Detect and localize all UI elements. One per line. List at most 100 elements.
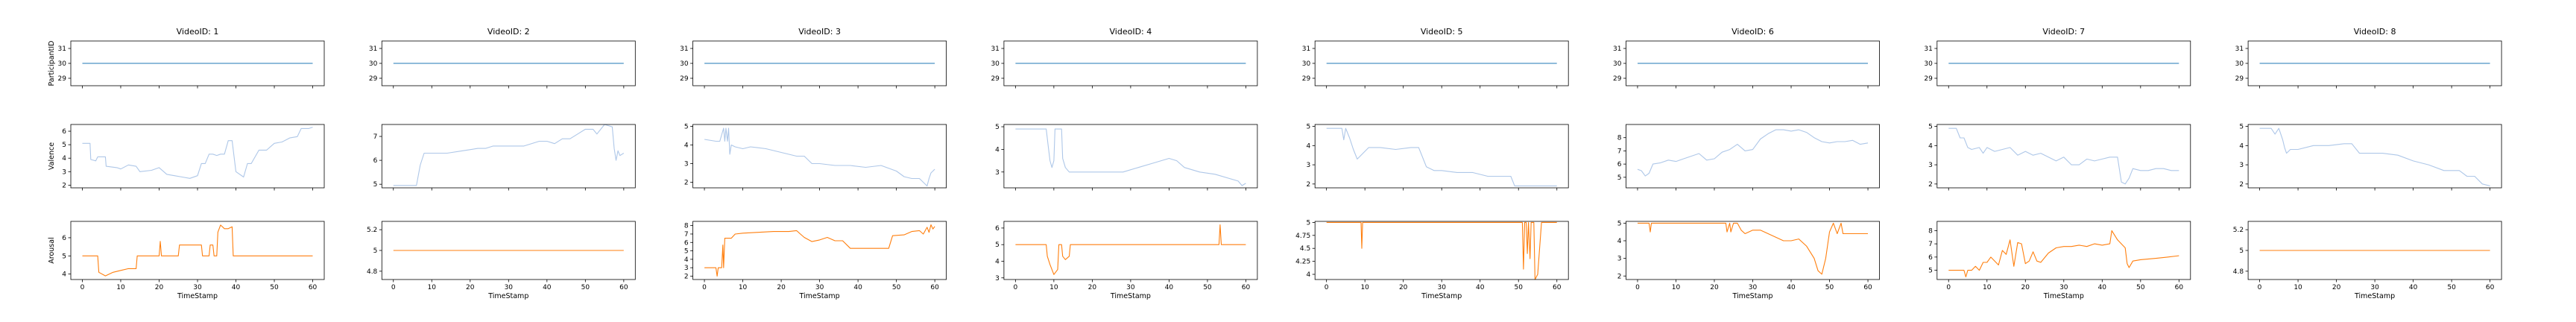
ytick-label: 31 [1924, 45, 1932, 53]
xtick-label: 0 [2258, 284, 2262, 291]
axes-frame [692, 40, 947, 86]
ytick-label: 29 [58, 75, 67, 83]
axes-frame [1626, 40, 1880, 86]
xtick-label: 40 [2409, 284, 2418, 291]
axes-frame [1936, 40, 2191, 86]
panel-r1-c2: 29 30 31 [369, 40, 636, 89]
ytick-label: 4.25 [1295, 259, 1310, 266]
column-title-5: VideoID: 5 [1421, 27, 1463, 37]
ylabel-valence: Valence [48, 142, 56, 170]
column-title-3: VideoID: 3 [798, 27, 841, 37]
axes-frame [70, 40, 325, 86]
ytick-label: 5 [1617, 220, 1622, 227]
panel-r1-c4: 29 30 31 [991, 40, 1258, 89]
ytick-label: 29 [2235, 75, 2244, 83]
ytick-label: 2 [1617, 273, 1622, 280]
xtick-label: 50 [1203, 284, 1212, 291]
panel-r2-c5: 2 3 4 5 [1306, 124, 1569, 191]
ytick-label: 4 [1617, 238, 1622, 245]
series-line-arousal [1638, 222, 1868, 275]
xlabel: TimeStamp [177, 292, 218, 300]
axes-frame [70, 221, 325, 280]
xtick-label: 30 [2059, 284, 2068, 291]
series-line-valence [1326, 127, 1557, 186]
ytick-label: 30 [680, 60, 689, 68]
axes-frame [692, 124, 947, 189]
ytick-label: 29 [680, 75, 689, 83]
xlabel: TimeStamp [2043, 292, 2084, 300]
axes-frame [1936, 124, 2191, 189]
axes-frame [381, 221, 636, 280]
ytick-label: 7 [373, 133, 378, 141]
ytick-label: 29 [1613, 75, 1622, 83]
ytick-label: 5.2 [367, 227, 377, 234]
axes-frame [1314, 40, 1569, 86]
ytick-label: 4 [2239, 142, 2244, 150]
series-line-valence [393, 124, 625, 186]
column-title-7: VideoID: 7 [2042, 27, 2085, 37]
ytick-label: 3 [62, 168, 66, 176]
ytick-label: 4 [1306, 142, 1310, 150]
ylabel-arousal: Arousal [48, 237, 56, 263]
xlabel: TimeStamp [799, 292, 840, 300]
xtick-label: 0 [702, 284, 707, 291]
ytick-label: 31 [991, 45, 999, 53]
xtick-label: 20 [1710, 284, 1719, 291]
ytick-label: 5 [995, 242, 1000, 249]
ytick-label: 4 [1928, 142, 1933, 150]
ytick-label: 5 [995, 124, 1000, 131]
ytick-label: 3 [995, 169, 1000, 177]
panel-r2-c1: 2 3 4 5 6 Valence [48, 124, 325, 191]
ytick-label: 5 [1306, 219, 1310, 227]
xtick-label: 40 [853, 284, 862, 291]
xtick-label: 40 [2098, 284, 2107, 291]
ytick-label: 30 [369, 60, 378, 68]
ytick-label: 5 [62, 142, 66, 149]
ytick-label: 4.5 [1300, 245, 1310, 253]
ytick-label: 29 [1302, 75, 1311, 83]
xtick-label: 50 [270, 284, 279, 291]
xtick-label: 20 [1088, 284, 1097, 291]
xtick-label: 10 [116, 284, 125, 291]
panel-r3-c8: 4.8 5 5.2 0 10 20 30 40 50 60 TimeStamp [2233, 221, 2502, 300]
series-line-arousal [704, 224, 935, 277]
panel-r2-c6: 5 6 7 8 [1617, 124, 1880, 191]
xtick-label: 50 [2447, 284, 2456, 291]
axes-frame [1626, 124, 1880, 189]
ytick-label: 8 [684, 223, 689, 230]
xtick-label: 60 [1553, 284, 1562, 291]
ytick-label: 3 [1306, 162, 1310, 169]
ytick-label: 31 [680, 45, 688, 53]
ytick-label: 29 [369, 75, 378, 83]
ytick-label: 8 [1617, 135, 1622, 142]
xlabel: TimeStamp [2354, 292, 2395, 300]
ytick-label: 8 [1928, 227, 1933, 235]
panel-r1-c8: 29 30 31 [2235, 40, 2502, 89]
xtick-label: 60 [2175, 284, 2184, 291]
ylabel-participantid: ParticipantID [48, 41, 56, 86]
ytick-label: 4 [1306, 271, 1310, 279]
xtick-label: 0 [391, 284, 396, 291]
ytick-label: 5 [1617, 174, 1622, 182]
ytick-label: 3 [1617, 256, 1622, 263]
axes-frame [692, 221, 947, 280]
ytick-label: 4 [995, 258, 1000, 265]
xtick-label: 50 [892, 284, 901, 291]
ytick-label: 7 [1928, 241, 1933, 248]
ytick-label: 4.8 [2233, 268, 2244, 276]
panel-r1-c3: 29 30 31 [680, 40, 947, 89]
axes-frame [2247, 221, 2502, 280]
panel-r2-c4: 3 4 5 [995, 124, 1258, 191]
ytick-label: 5 [62, 253, 66, 260]
series-line-valence [1637, 129, 1869, 177]
ytick-label: 3 [2239, 162, 2244, 169]
xtick-label: 0 [1635, 284, 1640, 291]
ytick-label: 5 [373, 181, 378, 189]
xtick-label: 60 [2486, 284, 2495, 291]
xlabel: TimeStamp [1110, 292, 1151, 300]
xtick-label: 40 [1787, 284, 1796, 291]
xlabel: TimeStamp [487, 292, 528, 300]
